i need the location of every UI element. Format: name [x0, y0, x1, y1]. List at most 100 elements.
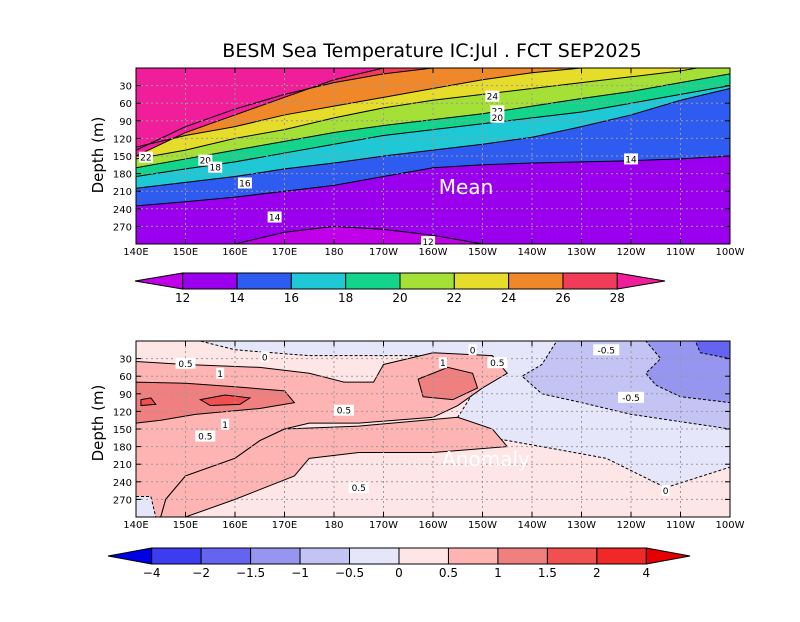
- contour-label: 22: [140, 154, 151, 164]
- colorbar-swatch: [107, 547, 153, 565]
- contour-label: 16: [239, 179, 251, 189]
- contour-label: 20: [200, 157, 212, 167]
- x-tick-label: 110W: [666, 247, 695, 258]
- contour-label-bg: [487, 357, 508, 369]
- x-tick-label: 150W: [468, 247, 497, 258]
- y-tick-label: 90: [119, 390, 132, 401]
- contour-label-bg: [216, 367, 225, 379]
- colorbar-swatch: [290, 272, 347, 290]
- y-tick-label: 30: [119, 355, 132, 366]
- y-axis-label: Depth (m): [89, 117, 107, 194]
- contour-label-bg: [221, 418, 230, 430]
- contour-label: 1: [440, 359, 446, 369]
- contour-label-bg: [333, 404, 354, 416]
- colorbar-swatch: [398, 547, 449, 565]
- anomaly-panel: 140E 150E 160E 170E 180 170W 160W 150W 140W 130W 1…: [89, 340, 745, 580]
- contour-label-bg: [267, 211, 282, 223]
- colorbar-swatch: [546, 547, 598, 565]
- colorbar-swatch: [345, 272, 401, 290]
- contour-label-bg: [438, 357, 447, 369]
- y-tick-label: 120: [113, 407, 132, 418]
- contour-label: 18: [209, 164, 221, 174]
- band-fill: [136, 68, 384, 156]
- contour-label-bg: [198, 154, 213, 166]
- colorbar-tick-label: 22: [447, 291, 462, 305]
- x-tick-label: 170W: [369, 520, 398, 531]
- colorbar-swatch: [497, 547, 548, 565]
- contour-label-bg: [618, 391, 644, 403]
- colorbar-tick-label: 16: [284, 291, 299, 305]
- colorbar-tick-label: 1.5: [538, 566, 557, 580]
- colorbar-tick-label: −0.5: [335, 566, 364, 580]
- x-tick-label: 160E: [222, 247, 247, 258]
- contour-label: 1: [222, 421, 228, 431]
- x-tick-label: 180: [324, 247, 343, 258]
- colorbar-tick-label: −2: [192, 566, 210, 580]
- anomaly-region: [140, 397, 157, 407]
- mean-panel: 140E 150E 160E 170E 180 170W 160W 150W 140W 130W 1…: [89, 67, 745, 305]
- contour-label-bg: [195, 430, 216, 442]
- colorbar-swatch: [447, 547, 499, 565]
- colorbar-swatch: [151, 547, 202, 565]
- x-tick-label: 150E: [173, 247, 198, 258]
- contour-label: 0.5: [198, 433, 212, 443]
- colorbar-tick-label: 14: [229, 291, 244, 305]
- x-tick-label: 160E: [222, 520, 247, 531]
- anomaly-region: [645, 341, 730, 404]
- colorbar-swatch: [399, 272, 455, 290]
- contour-label: 0.5: [337, 407, 351, 417]
- x-tick-label: 180: [324, 520, 343, 531]
- y-tick-label: 30: [119, 82, 132, 93]
- contour-label-bg: [348, 482, 369, 494]
- y-axis-label: Depth (m): [89, 385, 107, 462]
- colorbar-swatch: [616, 272, 666, 290]
- colorbar-tick-label: 4: [643, 566, 651, 580]
- y-tick-label: 210: [113, 187, 132, 198]
- y-tick-label: 150: [113, 425, 132, 436]
- contour-label: 14: [625, 155, 637, 165]
- figure-title: BESM Sea Temperature IC:Jul . FCT SEP202…: [222, 40, 641, 62]
- colorbar-swatch: [134, 272, 184, 290]
- y-tick-label: 60: [119, 99, 132, 110]
- colorbar-tick-label: 18: [338, 291, 353, 305]
- colorbar-tick-label: 2: [593, 566, 601, 580]
- contour-label-bg: [208, 161, 223, 173]
- colorbar: −4 −2 −1.5 −1 −0.5 0 0.5 1 1.5 2 4: [107, 547, 691, 580]
- contour-label-bg: [661, 485, 670, 497]
- x-tick-label: 160W: [419, 247, 448, 258]
- x-tick-label: 150W: [468, 520, 497, 531]
- colorbar-tick-label: 28: [610, 291, 625, 305]
- contour-label: 24: [487, 93, 499, 103]
- x-tick-label: 120W: [617, 247, 646, 258]
- y-tick-label: 270: [113, 222, 132, 233]
- colorbar-swatch: [562, 272, 618, 290]
- contour-label-bg: [490, 105, 505, 117]
- colorbar-tick-label: 26: [555, 291, 570, 305]
- contour-label-bg: [260, 351, 269, 363]
- contour-label-bg: [421, 236, 436, 248]
- x-tick-label: 150E: [173, 520, 198, 531]
- panel-label: Anomaly: [442, 447, 530, 471]
- x-tick-label: 130W: [567, 520, 596, 531]
- contour-label: 0.5: [352, 484, 366, 494]
- colorbar-swatch: [349, 547, 400, 565]
- contour-label: 0: [262, 353, 268, 363]
- contour-label-bg: [237, 177, 252, 189]
- x-tick-label: 100W: [716, 247, 745, 258]
- x-tick-label: 140E: [123, 520, 148, 531]
- x-tick-label: 170E: [272, 247, 297, 258]
- colorbar-tick-label: 0: [395, 566, 403, 580]
- contour-label-bg: [485, 90, 500, 102]
- colorbar-swatch: [236, 272, 292, 290]
- colorbar-swatch: [250, 547, 301, 565]
- x-tick-label: 170E: [272, 520, 297, 531]
- contour-label-bg: [490, 111, 505, 123]
- x-tick-label: 170W: [369, 247, 398, 258]
- colorbar-swatch: [299, 547, 351, 565]
- y-tick-label: 240: [113, 205, 132, 216]
- y-tick-label: 150: [113, 152, 132, 163]
- contour-label-bg: [468, 344, 477, 356]
- contour-label: 20: [492, 114, 504, 124]
- y-tick-label: 180: [113, 170, 132, 181]
